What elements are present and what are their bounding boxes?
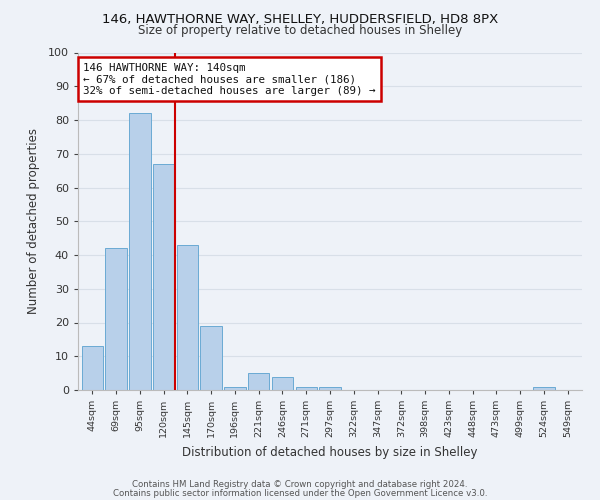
- Bar: [153, 164, 174, 390]
- Bar: [200, 326, 222, 390]
- Bar: [224, 386, 245, 390]
- Bar: [533, 386, 554, 390]
- Text: Size of property relative to detached houses in Shelley: Size of property relative to detached ho…: [138, 24, 462, 37]
- Text: Contains public sector information licensed under the Open Government Licence v3: Contains public sector information licen…: [113, 489, 487, 498]
- Text: 146, HAWTHORNE WAY, SHELLEY, HUDDERSFIELD, HD8 8PX: 146, HAWTHORNE WAY, SHELLEY, HUDDERSFIEL…: [102, 12, 498, 26]
- Text: Contains HM Land Registry data © Crown copyright and database right 2024.: Contains HM Land Registry data © Crown c…: [132, 480, 468, 489]
- Bar: [319, 386, 341, 390]
- Text: 146 HAWTHORNE WAY: 140sqm
← 67% of detached houses are smaller (186)
32% of semi: 146 HAWTHORNE WAY: 140sqm ← 67% of detac…: [83, 62, 376, 96]
- Bar: [106, 248, 127, 390]
- Bar: [129, 114, 151, 390]
- X-axis label: Distribution of detached houses by size in Shelley: Distribution of detached houses by size …: [182, 446, 478, 458]
- Y-axis label: Number of detached properties: Number of detached properties: [26, 128, 40, 314]
- Bar: [272, 376, 293, 390]
- Bar: [248, 373, 269, 390]
- Bar: [296, 386, 317, 390]
- Bar: [82, 346, 103, 390]
- Bar: [176, 245, 198, 390]
